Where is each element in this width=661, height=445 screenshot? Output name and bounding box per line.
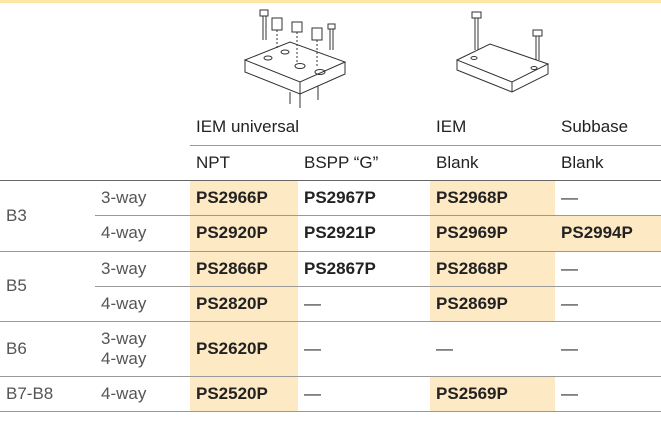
row: B7-B8 4-way PS2520P — PS2569P — bbox=[0, 375, 661, 412]
column-header: Blank bbox=[430, 144, 556, 181]
part-number: PS2820P bbox=[190, 285, 298, 321]
way: 3-way 4-way bbox=[95, 320, 190, 376]
group-label: B7-B8 bbox=[0, 375, 95, 412]
way: 3-way bbox=[95, 250, 190, 286]
part-number: — bbox=[555, 250, 661, 286]
part-number: — bbox=[555, 179, 661, 215]
part-number: PS2569P bbox=[430, 375, 556, 412]
way: 3-way bbox=[95, 179, 190, 215]
part-number: PS2966P bbox=[190, 179, 298, 215]
part-number: — bbox=[298, 320, 431, 376]
part-number: PS2967P bbox=[298, 179, 431, 215]
part-number: — bbox=[298, 285, 431, 321]
part-number: PS2520P bbox=[190, 375, 298, 412]
way-line: 4-way bbox=[101, 348, 147, 368]
part-number: PS2968P bbox=[430, 179, 556, 215]
part-number: PS2920P bbox=[190, 214, 298, 251]
iem-blank-drawing bbox=[455, 11, 550, 93]
group-header-row: IEM universal IEM Subbase bbox=[0, 110, 661, 145]
way: 4-way bbox=[95, 214, 190, 251]
group-label: B5 bbox=[0, 250, 95, 321]
part-number: PS2969P bbox=[430, 214, 556, 251]
subheader-row: NPT BSPP “G” Blank Blank bbox=[0, 144, 661, 181]
parts-table: IEM universal IEM Subbase NPT BSPP “G” B… bbox=[0, 110, 661, 412]
part-number: PS2867P bbox=[298, 250, 431, 286]
part-number: — bbox=[555, 285, 661, 321]
part-number: PS2869P bbox=[430, 285, 556, 321]
part-number: PS2994P bbox=[555, 214, 661, 251]
part-number: — bbox=[555, 320, 661, 376]
top-bar bbox=[0, 0, 661, 3]
iem-universal-drawing bbox=[243, 9, 347, 108]
column-group: IEM universal bbox=[196, 117, 299, 137]
row: B6 3-way 4-way PS2620P — — — bbox=[0, 320, 661, 376]
part-number: — bbox=[430, 320, 556, 376]
row: B3 3-way PS2966P PS2967P PS2968P — bbox=[0, 179, 661, 251]
illustrations bbox=[243, 9, 550, 108]
part-number: — bbox=[555, 375, 661, 412]
row: 4-way PS2920P PS2921P PS2969P PS2994P bbox=[0, 214, 661, 251]
way: 4-way bbox=[95, 285, 190, 321]
group-label: B6 bbox=[0, 320, 95, 376]
column-header: BSPP “G” bbox=[298, 144, 431, 181]
part-number: PS2921P bbox=[298, 214, 431, 251]
part-number: PS2620P bbox=[190, 320, 298, 376]
column-group: Subbase bbox=[561, 117, 629, 137]
way: 4-way bbox=[95, 375, 190, 412]
part-number: PS2866P bbox=[190, 250, 298, 286]
part-number: PS2868P bbox=[430, 250, 556, 286]
row: B5 3-way PS2866P PS2867P PS2868P — bbox=[0, 250, 661, 321]
way-line: 3-way bbox=[101, 328, 147, 348]
column-header: Blank bbox=[555, 144, 661, 181]
row: 4-way PS2820P — PS2869P — bbox=[0, 285, 661, 321]
column-header: NPT bbox=[190, 144, 298, 181]
column-group: IEM bbox=[436, 117, 467, 137]
part-number: — bbox=[298, 375, 431, 412]
group-label: B3 bbox=[0, 179, 95, 251]
